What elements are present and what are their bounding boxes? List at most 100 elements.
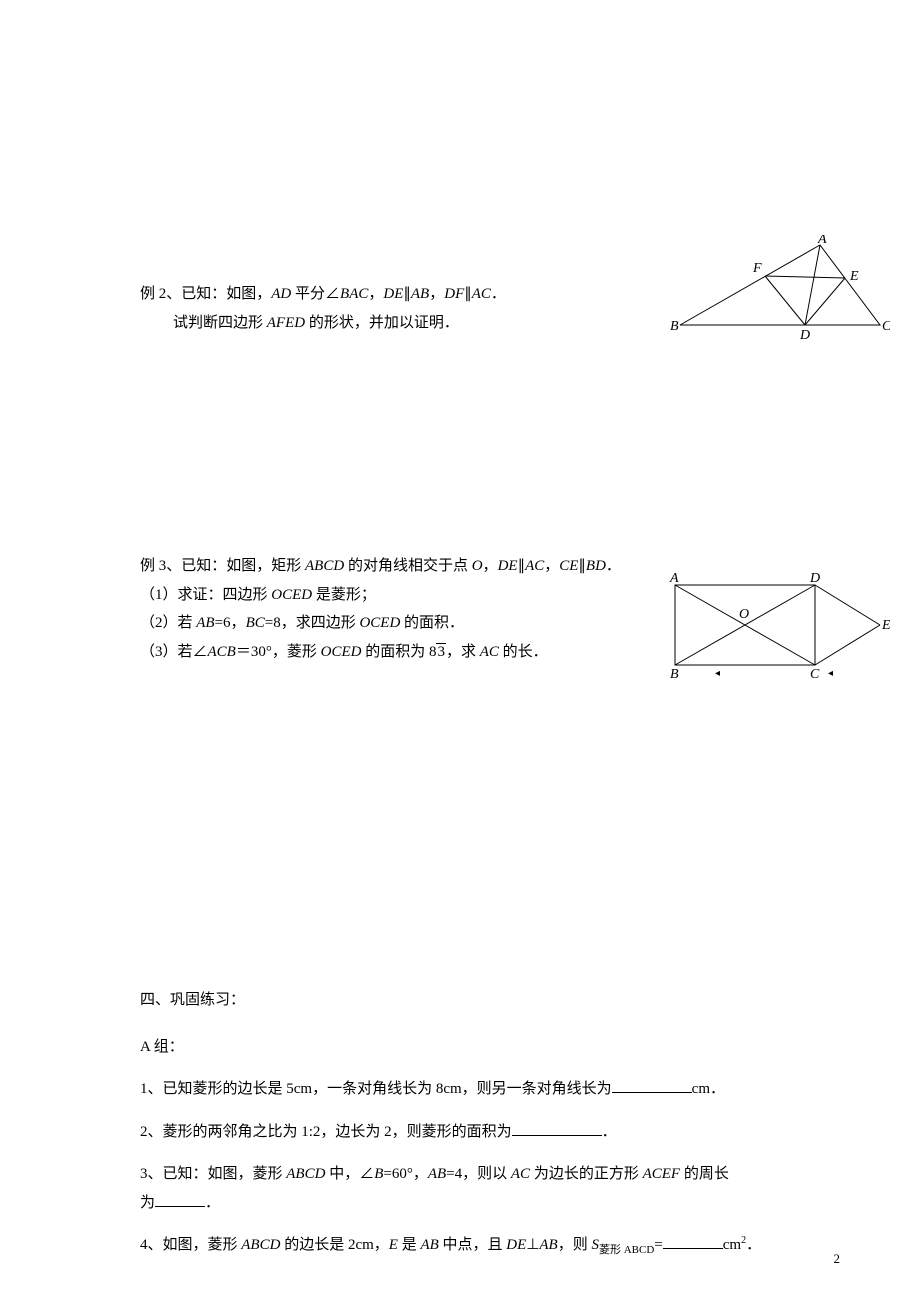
var-AC: AC <box>525 558 544 574</box>
text: ． <box>491 286 506 302</box>
text: 例 2、已知：如图， <box>140 286 271 302</box>
sqrt-radicand: 3 <box>436 643 446 660</box>
var-ACEF: ACEF <box>643 1166 681 1182</box>
question-3: 3、已知：如图，菱形 ABCD 中，∠B=60°，AB=4，则以 AC 为边长的… <box>140 1160 780 1189</box>
text: 1、已知菱形的边长是 5cm，一条对角线长为 8cm，则另一条对角线长为 <box>140 1081 612 1097</box>
var-AC: AC <box>511 1166 530 1182</box>
var-DF: DF <box>444 286 464 302</box>
text: =8，求四边形 <box>265 615 360 631</box>
var-ACB: ACB <box>208 644 236 660</box>
text: ，则 <box>558 1237 592 1253</box>
blank <box>663 1233 723 1249</box>
text: ， <box>544 558 559 574</box>
question-4: 4、如图，菱形 ABCD 的边长是 2cm，E 是 AB 中点，且 DE⊥AB，… <box>140 1231 780 1261</box>
text: ． <box>205 1195 220 1211</box>
var-AFED: AFED <box>267 315 305 331</box>
blank <box>512 1120 602 1136</box>
mark: ◂ <box>715 668 720 679</box>
label-O: O <box>739 607 749 622</box>
text: 的面积． <box>400 615 464 631</box>
text: ． <box>746 1237 761 1253</box>
label-B: B <box>670 319 679 334</box>
text: ， <box>429 286 444 302</box>
label-A: A <box>669 571 679 586</box>
label-D: D <box>809 571 820 586</box>
text: 的形状，并加以证明． <box>305 315 459 331</box>
group-a-label: A 组： <box>140 1033 780 1062</box>
var-OCED: OCED <box>271 587 312 603</box>
text: （1）求证：四边形 <box>140 587 271 603</box>
text: 中，∠ <box>325 1166 374 1182</box>
var-ABCD: ABCD <box>241 1237 280 1253</box>
section-4-title: 四、巩固练习： <box>140 986 780 1015</box>
text: =4，则以 <box>446 1166 511 1182</box>
text: ，求 <box>446 644 480 660</box>
label-E: E <box>881 618 890 633</box>
text: ． <box>602 1124 617 1140</box>
question-2: 2、菱形的两邻角之比为 1:2，边长为 2，则菱形的面积为． <box>140 1118 780 1147</box>
text: cm <box>723 1237 741 1253</box>
content-area: 例 2、已知：如图，AD 平分∠BAC，DE∥AB，DF∥AC． 试判断四边形 … <box>140 280 780 1261</box>
var-AB: AB <box>411 286 429 302</box>
label-C: C <box>810 667 820 682</box>
var-E: E <box>389 1237 398 1253</box>
text: ＝30°，菱形 <box>236 644 321 660</box>
text: 是 <box>398 1237 421 1253</box>
var-B: B <box>374 1166 383 1182</box>
text: 平分∠ <box>291 286 340 302</box>
text: （2）若 <box>140 615 196 631</box>
var-DE: DE <box>498 558 518 574</box>
var-O: O <box>472 558 483 574</box>
text: 是菱形； <box>312 587 376 603</box>
var-AB: AB <box>196 615 214 631</box>
text: 3、已知：如图，菱形 <box>140 1166 286 1182</box>
label-A: A <box>817 235 827 247</box>
text: 为 <box>140 1195 155 1211</box>
text: 的面积为 8 <box>361 644 436 660</box>
var-AB: AB <box>420 1237 438 1253</box>
parallel-symbol: ∥ <box>518 558 526 574</box>
var-ABCD: ABCD <box>305 558 344 574</box>
rectangle-diagram: A D B C O E ◂ ◂ <box>660 570 890 690</box>
question-1: 1、已知菱形的边长是 5cm，一条对角线长为 8cm，则另一条对角线长为 cm． <box>140 1075 780 1104</box>
var-OCED: OCED <box>321 644 362 660</box>
var-BAC: BAC <box>340 286 368 302</box>
var-AC: AC <box>472 286 491 302</box>
var-S: S <box>591 1237 599 1253</box>
perp-symbol: ⊥ <box>526 1237 539 1253</box>
label-C: C <box>882 319 890 334</box>
text: 的对角线相交于点 <box>344 558 472 574</box>
text: ． <box>606 558 621 574</box>
figure-example-2: A B C D E F <box>670 235 890 345</box>
figure-example-3: A D B C O E ◂ ◂ <box>660 570 890 690</box>
text: ， <box>368 286 383 302</box>
label-E: E <box>849 269 859 284</box>
text: = <box>654 1237 662 1253</box>
parallel-symbol: ∥ <box>578 558 586 574</box>
text: 例 3、已知：如图，矩形 <box>140 558 305 574</box>
text: 的周长 <box>680 1166 729 1182</box>
var-ABCD: ABCD <box>286 1166 325 1182</box>
question-3-line-2: 为． <box>140 1189 780 1218</box>
example-2: 例 2、已知：如图，AD 平分∠BAC，DE∥AB，DF∥AC． 试判断四边形 … <box>140 280 780 337</box>
mark: ◂ <box>828 668 833 679</box>
example-3: 例 3、已知：如图，矩形 ABCD 的对角线相交于点 O，DE∥AC，CE∥BD… <box>140 552 780 666</box>
text: =60°， <box>383 1166 427 1182</box>
text: cm． <box>692 1081 725 1097</box>
var-AD: AD <box>271 286 291 302</box>
label-B: B <box>670 667 679 682</box>
subscript: 菱形 ABCD <box>599 1244 654 1256</box>
text: 4、如图，菱形 <box>140 1237 241 1253</box>
blank <box>612 1077 692 1093</box>
label-F: F <box>752 261 762 276</box>
page: 例 2、已知：如图，AD 平分∠BAC，DE∥AB，DF∥AC． 试判断四边形 … <box>0 0 920 1302</box>
vertical-gap <box>140 696 780 946</box>
var-AB: AB <box>428 1166 446 1182</box>
text: 试判断四边形 <box>173 315 267 331</box>
vertical-gap <box>140 367 780 552</box>
label-D: D <box>799 328 810 343</box>
var-DE: DE <box>383 286 403 302</box>
blank <box>155 1191 205 1207</box>
var-OCED: OCED <box>359 615 400 631</box>
var-BC: BC <box>246 615 265 631</box>
